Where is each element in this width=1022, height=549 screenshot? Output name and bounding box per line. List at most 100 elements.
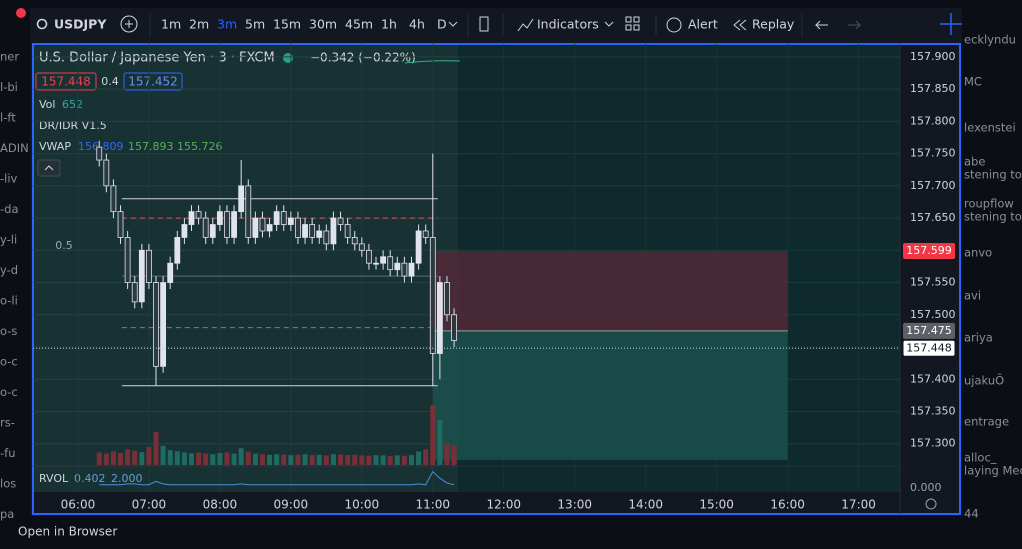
interval-button[interactable]: 4h [409, 17, 425, 32]
x-tick-label: 15:00 [699, 498, 734, 512]
collapse-button[interactable] [37, 159, 61, 177]
candle-body [188, 211, 195, 225]
dr-label: DR/IDR V1.5 [39, 119, 107, 132]
session-shade [33, 44, 459, 492]
interval-button[interactable]: D [437, 17, 447, 32]
candle-body [231, 211, 237, 238]
legend-title: U.S. Dollar / Japanese Yen · 3 · FXCM [39, 51, 275, 66]
interval-button[interactable]: 3m [217, 17, 237, 32]
search-icon[interactable] [36, 18, 48, 30]
candle-body [316, 230, 323, 238]
price-label: 157.475 [906, 324, 952, 337]
y-tick-label: 157.850 [910, 82, 956, 95]
alert-icon[interactable] [666, 17, 682, 33]
x-tick-label: 06:00 [61, 498, 96, 512]
layout-icon[interactable] [625, 16, 632, 23]
focus-frame [32, 43, 961, 515]
settings-icon[interactable] [925, 498, 937, 510]
sidebar-fragment: abe [964, 155, 985, 169]
sidebar-fragment: o-c [0, 355, 18, 369]
open-in-browser[interactable]: Open in Browser [18, 525, 117, 539]
vol-label: Vol [39, 98, 55, 111]
indicators-button[interactable]: Indicators [537, 17, 599, 32]
candle-body [295, 217, 301, 238]
volume-bar [96, 452, 102, 465]
y-tick-label: 157.750 [910, 147, 956, 160]
price-label-bg [903, 322, 955, 339]
x-tick-label: 10:00 [345, 498, 380, 512]
volume-bar [252, 453, 258, 465]
volume-bar [437, 420, 443, 465]
volume-bar [295, 454, 301, 465]
interval-button[interactable]: 1h [381, 17, 397, 32]
crosshair-icon[interactable] [940, 13, 962, 35]
candle-body [195, 211, 202, 219]
candle-body [309, 224, 316, 238]
rvol-label: RVOL [39, 472, 69, 485]
volume-bar [125, 449, 131, 465]
candle-body [96, 146, 103, 161]
y-tick-label: 157.300 [910, 437, 956, 450]
candle-body [160, 282, 167, 367]
interval-button[interactable]: 1m [161, 17, 181, 32]
indicators-icon[interactable] [517, 18, 534, 32]
candle-body [436, 282, 443, 354]
replay-button[interactable]: Replay [752, 17, 795, 32]
sell-box[interactable] [35, 72, 97, 91]
volume-bar [267, 454, 273, 465]
x-tick-label: 12:00 [486, 498, 521, 512]
x-tick-label: 09:00 [274, 498, 309, 512]
candle-body [280, 211, 287, 225]
candle-body [153, 282, 159, 367]
vwap-label: VWAP [39, 140, 71, 153]
replay-icon[interactable] [733, 19, 747, 31]
candle-body [238, 185, 245, 213]
legend-change: −0.342 (−0.22%) [310, 51, 416, 65]
volume-bar [345, 455, 351, 465]
candle-body [415, 230, 422, 264]
price-label: 157.599 [906, 244, 952, 257]
sidebar-fragment: alloc_ [964, 451, 997, 465]
symbol[interactable]: USDJPY [54, 17, 107, 32]
x-tick-label: 16:00 [770, 498, 805, 512]
target-zone [432, 330, 788, 460]
volume-bar [380, 455, 386, 465]
chevron [44, 165, 54, 171]
chart-type-icon[interactable] [479, 16, 489, 32]
volume-bar [139, 452, 145, 465]
dropdown[interactable] [448, 21, 458, 27]
price-label-bg [903, 242, 955, 259]
volume-bar [274, 454, 280, 465]
volume-bar [224, 452, 230, 465]
interval-button[interactable]: 5m [245, 17, 265, 32]
volume-bar [316, 454, 322, 465]
ask[interactable]: 157.452 [128, 75, 178, 89]
volume-bar [430, 405, 436, 465]
sidebar-fragment: l-ft [0, 111, 16, 125]
sidebar-fragment: o-s [0, 324, 17, 338]
candle-body [394, 262, 401, 271]
y-tick-label: 157.900 [910, 50, 956, 63]
sidebar-fragment: pa [0, 507, 14, 521]
volume-bar [118, 453, 124, 465]
redo[interactable] [848, 20, 862, 30]
undo[interactable] [814, 20, 828, 30]
volume-bar [245, 451, 251, 465]
badge [16, 8, 26, 18]
volume-bar [217, 453, 223, 465]
volume-bar [338, 454, 344, 465]
interval-button[interactable]: 30m [309, 17, 337, 32]
interval-button[interactable]: 15m [273, 17, 301, 32]
interval-button[interactable]: 2m [189, 17, 209, 32]
volume-bar [146, 447, 152, 465]
compare-icon[interactable] [120, 15, 138, 33]
x-tick-label: 17:00 [841, 498, 876, 512]
candle-body [344, 224, 351, 238]
candle-body [337, 217, 344, 225]
buy-box[interactable] [123, 72, 183, 91]
dropdown[interactable] [604, 21, 614, 27]
alert-button[interactable]: Alert [688, 17, 718, 32]
sidebar-fragment: o-c [0, 385, 18, 399]
interval-button[interactable]: 45m [345, 17, 373, 32]
volume-bar [444, 444, 450, 465]
